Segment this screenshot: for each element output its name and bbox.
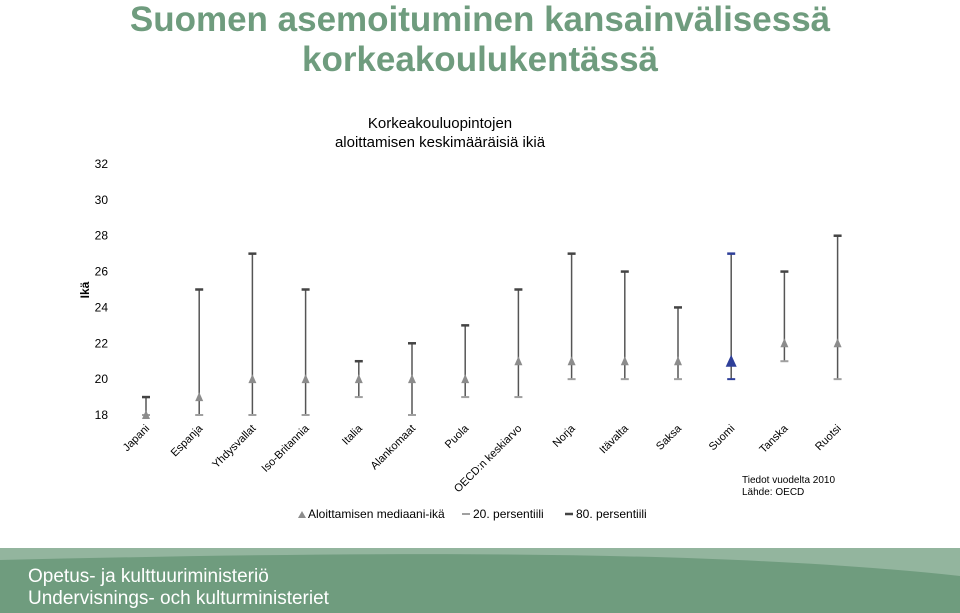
y-tick-label: 30 (95, 193, 109, 207)
x-tick-label: Japani (121, 423, 152, 454)
x-tick-label: Italia (340, 422, 366, 448)
slide-title-line2: korkeakoulukentässä (301, 40, 658, 79)
median-markers (142, 338, 842, 419)
median-marker (354, 374, 363, 384)
source-year: Tiedot vuodelta 2010 (742, 475, 836, 486)
source-note: Tiedot vuodelta 2010 Lähde: OECD (742, 475, 835, 499)
median-marker (248, 374, 257, 384)
y-tick-label: 28 (95, 229, 109, 243)
chart-title-line1: Korkeakouluopintojen (368, 115, 512, 132)
y-tick-label: 20 (95, 372, 109, 386)
x-tick-label: Tanska (757, 422, 791, 456)
x-tick-label: Puola (443, 422, 472, 451)
y-tick-label: 18 (95, 408, 109, 422)
x-tick-label: Yhdysvallat (210, 423, 258, 471)
footer-band (0, 548, 960, 613)
median-marker (567, 356, 576, 366)
ministry-name-swedish: Undervisnings- och kulturministeriet (28, 588, 329, 609)
median-marker (195, 392, 204, 402)
slide-title: Suomen asemoituminen kansainvälisessä ko… (0, 0, 960, 80)
x-tick-label: Norja (551, 422, 579, 450)
legend-median-marker (298, 511, 306, 518)
ministry-name-finnish: Opetus- ja kulttuuriministeriö (28, 566, 269, 587)
median-marker (514, 356, 523, 366)
chart-title-line2: aloittamisen keskimääräisiä ikiä (335, 134, 546, 151)
y-tick-label: 26 (95, 265, 109, 279)
x-tick-label: Espanja (169, 422, 206, 459)
legend-p20-label: 20. persentiili (473, 507, 544, 521)
median-marker (301, 374, 310, 384)
range-chart: Korkeakouluopintojen aloittamisen keskim… (78, 115, 844, 521)
y-tick-label: 32 (95, 157, 109, 171)
median-marker (408, 374, 416, 384)
source-origin: Lähde: OECD (742, 487, 805, 498)
x-tick-label: Itävalta (597, 422, 631, 456)
median-marker (620, 356, 629, 366)
slide-title-line1: Suomen asemoituminen kansainvälisessä (129, 0, 831, 39)
y-tick-label: 24 (95, 300, 109, 314)
x-tick-label: Alankomaat (369, 423, 419, 473)
legend-median-label: Aloittamisen mediaani-ikä (308, 507, 445, 521)
median-marker (142, 410, 150, 419)
y-tick-label: 22 (95, 336, 109, 350)
median-marker (461, 374, 470, 384)
percentile-whiskers (142, 234, 842, 416)
median-marker (833, 338, 842, 348)
x-tick-label: Iso-Britannia (260, 422, 313, 475)
median-marker (674, 356, 682, 366)
x-tick-label: Saksa (654, 422, 685, 453)
footer-wave (0, 548, 960, 576)
median-marker-highlight (725, 354, 737, 367)
x-tick-label: Ruotsi (813, 423, 844, 454)
legend-p80-label: 80. persentiili (576, 507, 647, 521)
x-tick-label: Suomi (707, 423, 738, 454)
legend: Aloittamisen mediaani-ikä 20. persentiil… (298, 507, 647, 521)
y-axis-ticks: 18 20 22 24 26 28 30 32 (95, 157, 109, 422)
x-axis-ticks: Japani Espanja Yhdysvallat Iso-Britannia Ita… (121, 422, 844, 495)
y-axis-label: Ikä (78, 281, 92, 298)
median-marker (780, 338, 789, 348)
